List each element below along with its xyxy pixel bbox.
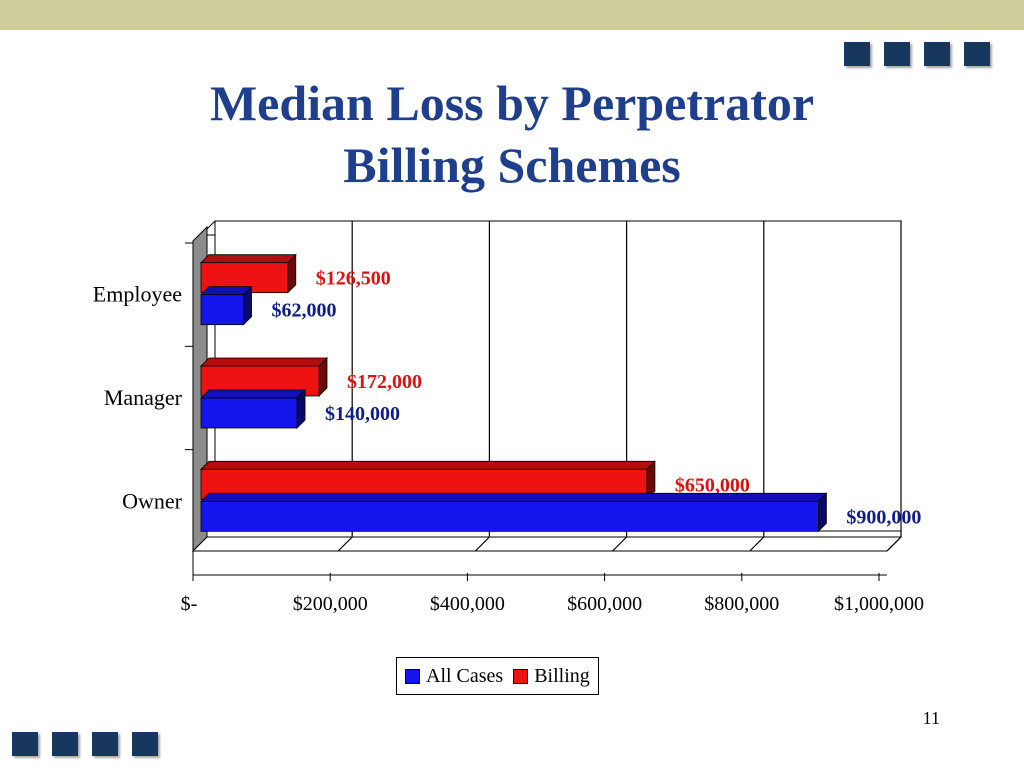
top-band: [0, 0, 1024, 30]
gridline-floor: [337, 536, 353, 552]
square-icon: [844, 42, 870, 66]
bar-top: [200, 286, 253, 296]
x-tick-label: $400,000: [430, 593, 505, 615]
bar-top: [200, 492, 828, 502]
category-label: Manager: [104, 385, 183, 410]
gridline-floor: [886, 536, 902, 552]
x-tick-label: $1,000,000: [834, 593, 924, 615]
page-number: 11: [922, 708, 940, 728]
square-icon: [964, 42, 990, 66]
slide-title-line-2: Billing Schemes: [343, 137, 681, 193]
x-tick-label: $800,000: [704, 593, 779, 615]
square-icon: [12, 732, 38, 756]
legend-label-billing: Billing: [534, 664, 590, 687]
square-icon: [924, 42, 950, 66]
bar-all-cases: [200, 397, 298, 429]
gridline-floor: [612, 536, 628, 552]
bar-chart: $- $200,000 $400,000 $600,000 $800,000 $1,000…: [93, 220, 924, 615]
chart-floor: [191, 536, 903, 552]
x-tick-label: $-: [181, 593, 198, 615]
legend-label-all-cases: All Cases: [426, 664, 504, 687]
slide-title-line-1: Median Loss by Perpetrator: [209, 75, 815, 131]
bar-top: [200, 389, 307, 399]
legend-item-billing: Billing: [513, 665, 590, 688]
category-label: Employee: [93, 282, 182, 307]
gridline-floor: [474, 536, 490, 552]
gridline-floor: [749, 536, 765, 552]
bar-top: [200, 460, 656, 470]
bar-all-cases: [200, 294, 244, 326]
legend-swatch-billing: [513, 668, 529, 684]
bar-all-cases: [200, 500, 819, 532]
square-icon: [92, 732, 118, 756]
x-tick-label: $200,000: [293, 593, 368, 615]
bar-top: [200, 254, 297, 264]
decorative-squares-bottom-left: [12, 732, 158, 756]
data-label: $650,000: [675, 474, 750, 496]
data-label: $140,000: [325, 403, 400, 425]
decorative-squares-top-right: [844, 42, 990, 66]
legend-item-all-cases: All Cases: [405, 665, 503, 688]
data-label: $172,000: [347, 371, 422, 393]
square-icon: [132, 732, 158, 756]
legend-swatch-all-cases: [405, 668, 420, 684]
bar-top: [200, 357, 328, 367]
slide-title: Median Loss by Perpetrator Billing Schem…: [0, 72, 1024, 196]
data-label: $126,500: [316, 268, 391, 290]
data-label: $900,000: [846, 506, 921, 528]
square-icon: [884, 42, 910, 66]
data-label: $62,000: [272, 300, 337, 322]
square-icon: [52, 732, 78, 756]
chart-legend: All Cases Billing: [396, 657, 599, 695]
x-tick-label: $600,000: [567, 593, 642, 615]
category-label: Owner: [122, 488, 183, 513]
